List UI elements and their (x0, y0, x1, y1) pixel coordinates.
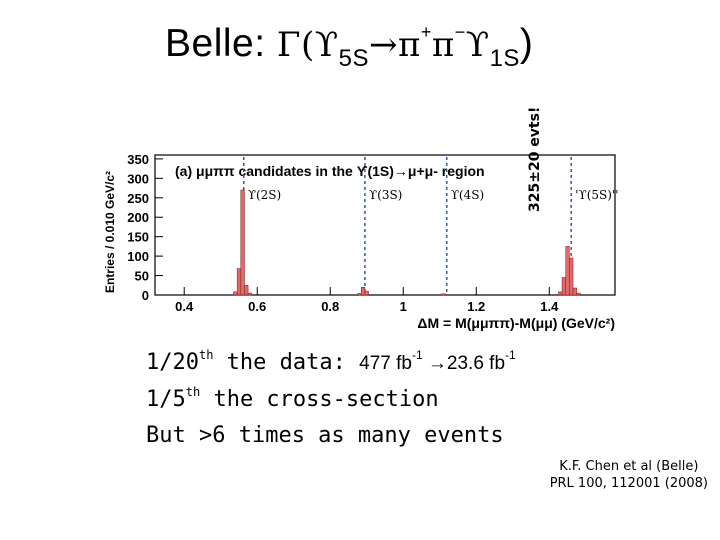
title-gamma: Γ(ϒ (276, 25, 339, 65)
histogram-bar (561, 277, 566, 296)
histogram-bars (233, 189, 581, 296)
histogram-bar (244, 285, 249, 296)
histogram-bar (233, 291, 238, 296)
histogram-bar (364, 290, 369, 296)
y-tick-label: 50 (135, 269, 149, 284)
title-prefix: Belle: (165, 22, 277, 65)
x-tick-label: 1 (400, 299, 407, 314)
title-upsilon: ϒ (465, 25, 490, 65)
line1-lumi: 477 fb-1 →23.6 fb-1 (359, 348, 516, 374)
x-tick-label: 0.8 (321, 299, 339, 314)
summary-line-2: 1/5th the cross-section (146, 382, 516, 418)
x-tick-label: 0.6 (248, 299, 266, 314)
svg-text:Entries / 0.010 GeV/c²: Entries / 0.010 GeV/c² (103, 171, 117, 293)
histogram-bar (576, 292, 581, 296)
histogram-bar (441, 293, 446, 296)
line2-th: th (185, 385, 201, 399)
summary-line-3: But >6 times as many events (146, 423, 504, 448)
histogram-bar (247, 292, 252, 296)
histogram-bar (572, 287, 577, 296)
histogram-bar (357, 293, 362, 296)
histogram-bar (240, 189, 245, 296)
title-sup-plus: + (420, 22, 432, 42)
resonance-marker-label: 'ϒ(5S)'' (575, 188, 618, 202)
y-tick-label: 0 (142, 288, 149, 303)
citation-journal: PRL 100, 112001 (2008) (549, 476, 708, 491)
histogram-bar (569, 257, 574, 296)
x-tick-label: 1.4 (540, 299, 559, 314)
line2-text: the cross-section (200, 387, 439, 412)
y-ticks: 0 50 100 150 200 250 300 350 (127, 152, 163, 303)
resonance-marker-label: ϒ(2S) (248, 188, 281, 202)
slide-title: Belle: Γ(ϒ5S→π+π−ϒ1S) (165, 22, 534, 71)
title-pi-minus: π (431, 25, 455, 65)
x-axis-label: ΔM = M(μμππ)-M(μμ) (GeV/c²) (417, 315, 615, 331)
y-tick-label: 200 (127, 210, 149, 225)
citation-authors: K.F. Chen et al (Belle) (559, 459, 699, 474)
y-tick-label: 350 (127, 152, 149, 167)
y-tick-label: 100 (127, 249, 149, 264)
chart-inner-title: (a) μμππ candidates in the ϒ(1S)→μ+μ- re… (175, 163, 485, 179)
histogram-bar (361, 286, 366, 296)
title-arrow: → (368, 25, 398, 65)
plot-frame (154, 154, 616, 296)
y-tick-label: 250 (127, 191, 149, 206)
x-ticks: 0.4 0.6 0.8 1 1.2 1.4 (175, 287, 559, 314)
resonance-marker-label: ϒ(4S) (451, 188, 484, 202)
y-tick-label: 300 (127, 171, 149, 186)
title-pi-plus: π (397, 25, 421, 65)
histogram-bar (565, 246, 570, 296)
title-sub-5s: 5S (338, 45, 369, 72)
histogram-bar (558, 291, 563, 296)
citation: K.F. Chen et al (Belle) PRL 100, 112001 … (550, 458, 708, 492)
line1-text: the data: (213, 350, 360, 375)
resonance-marker-label: ϒ(3S) (369, 188, 402, 202)
title-close: ) (519, 22, 534, 65)
summary-line-1: 1/20th the data: 477 fb-1 →23.6 fb-1 (146, 345, 516, 382)
line1-fraction: 1/20 (146, 350, 199, 375)
line2-fraction: 1/5 (146, 387, 186, 412)
x-tick-label: 0.4 (175, 299, 194, 314)
title-sub-1s: 1S (489, 45, 520, 72)
y-axis-label: Entries / 0.010 GeV/c² (103, 171, 117, 293)
y-tick-label: 150 (127, 230, 149, 245)
x-tick-label: 1.2 (467, 299, 485, 314)
line1-th: th (198, 348, 214, 362)
events-count-label: 325±20 evts! (527, 106, 543, 212)
title-sup-minus: − (454, 22, 466, 42)
histogram-chart: Entries / 0.010 GeV/c² (a) μμππ candidat… (103, 152, 619, 331)
summary-text: 1/20th the data: 477 fb-1 →23.6 fb-1 1/5… (146, 345, 516, 454)
histogram-bar (236, 268, 242, 296)
